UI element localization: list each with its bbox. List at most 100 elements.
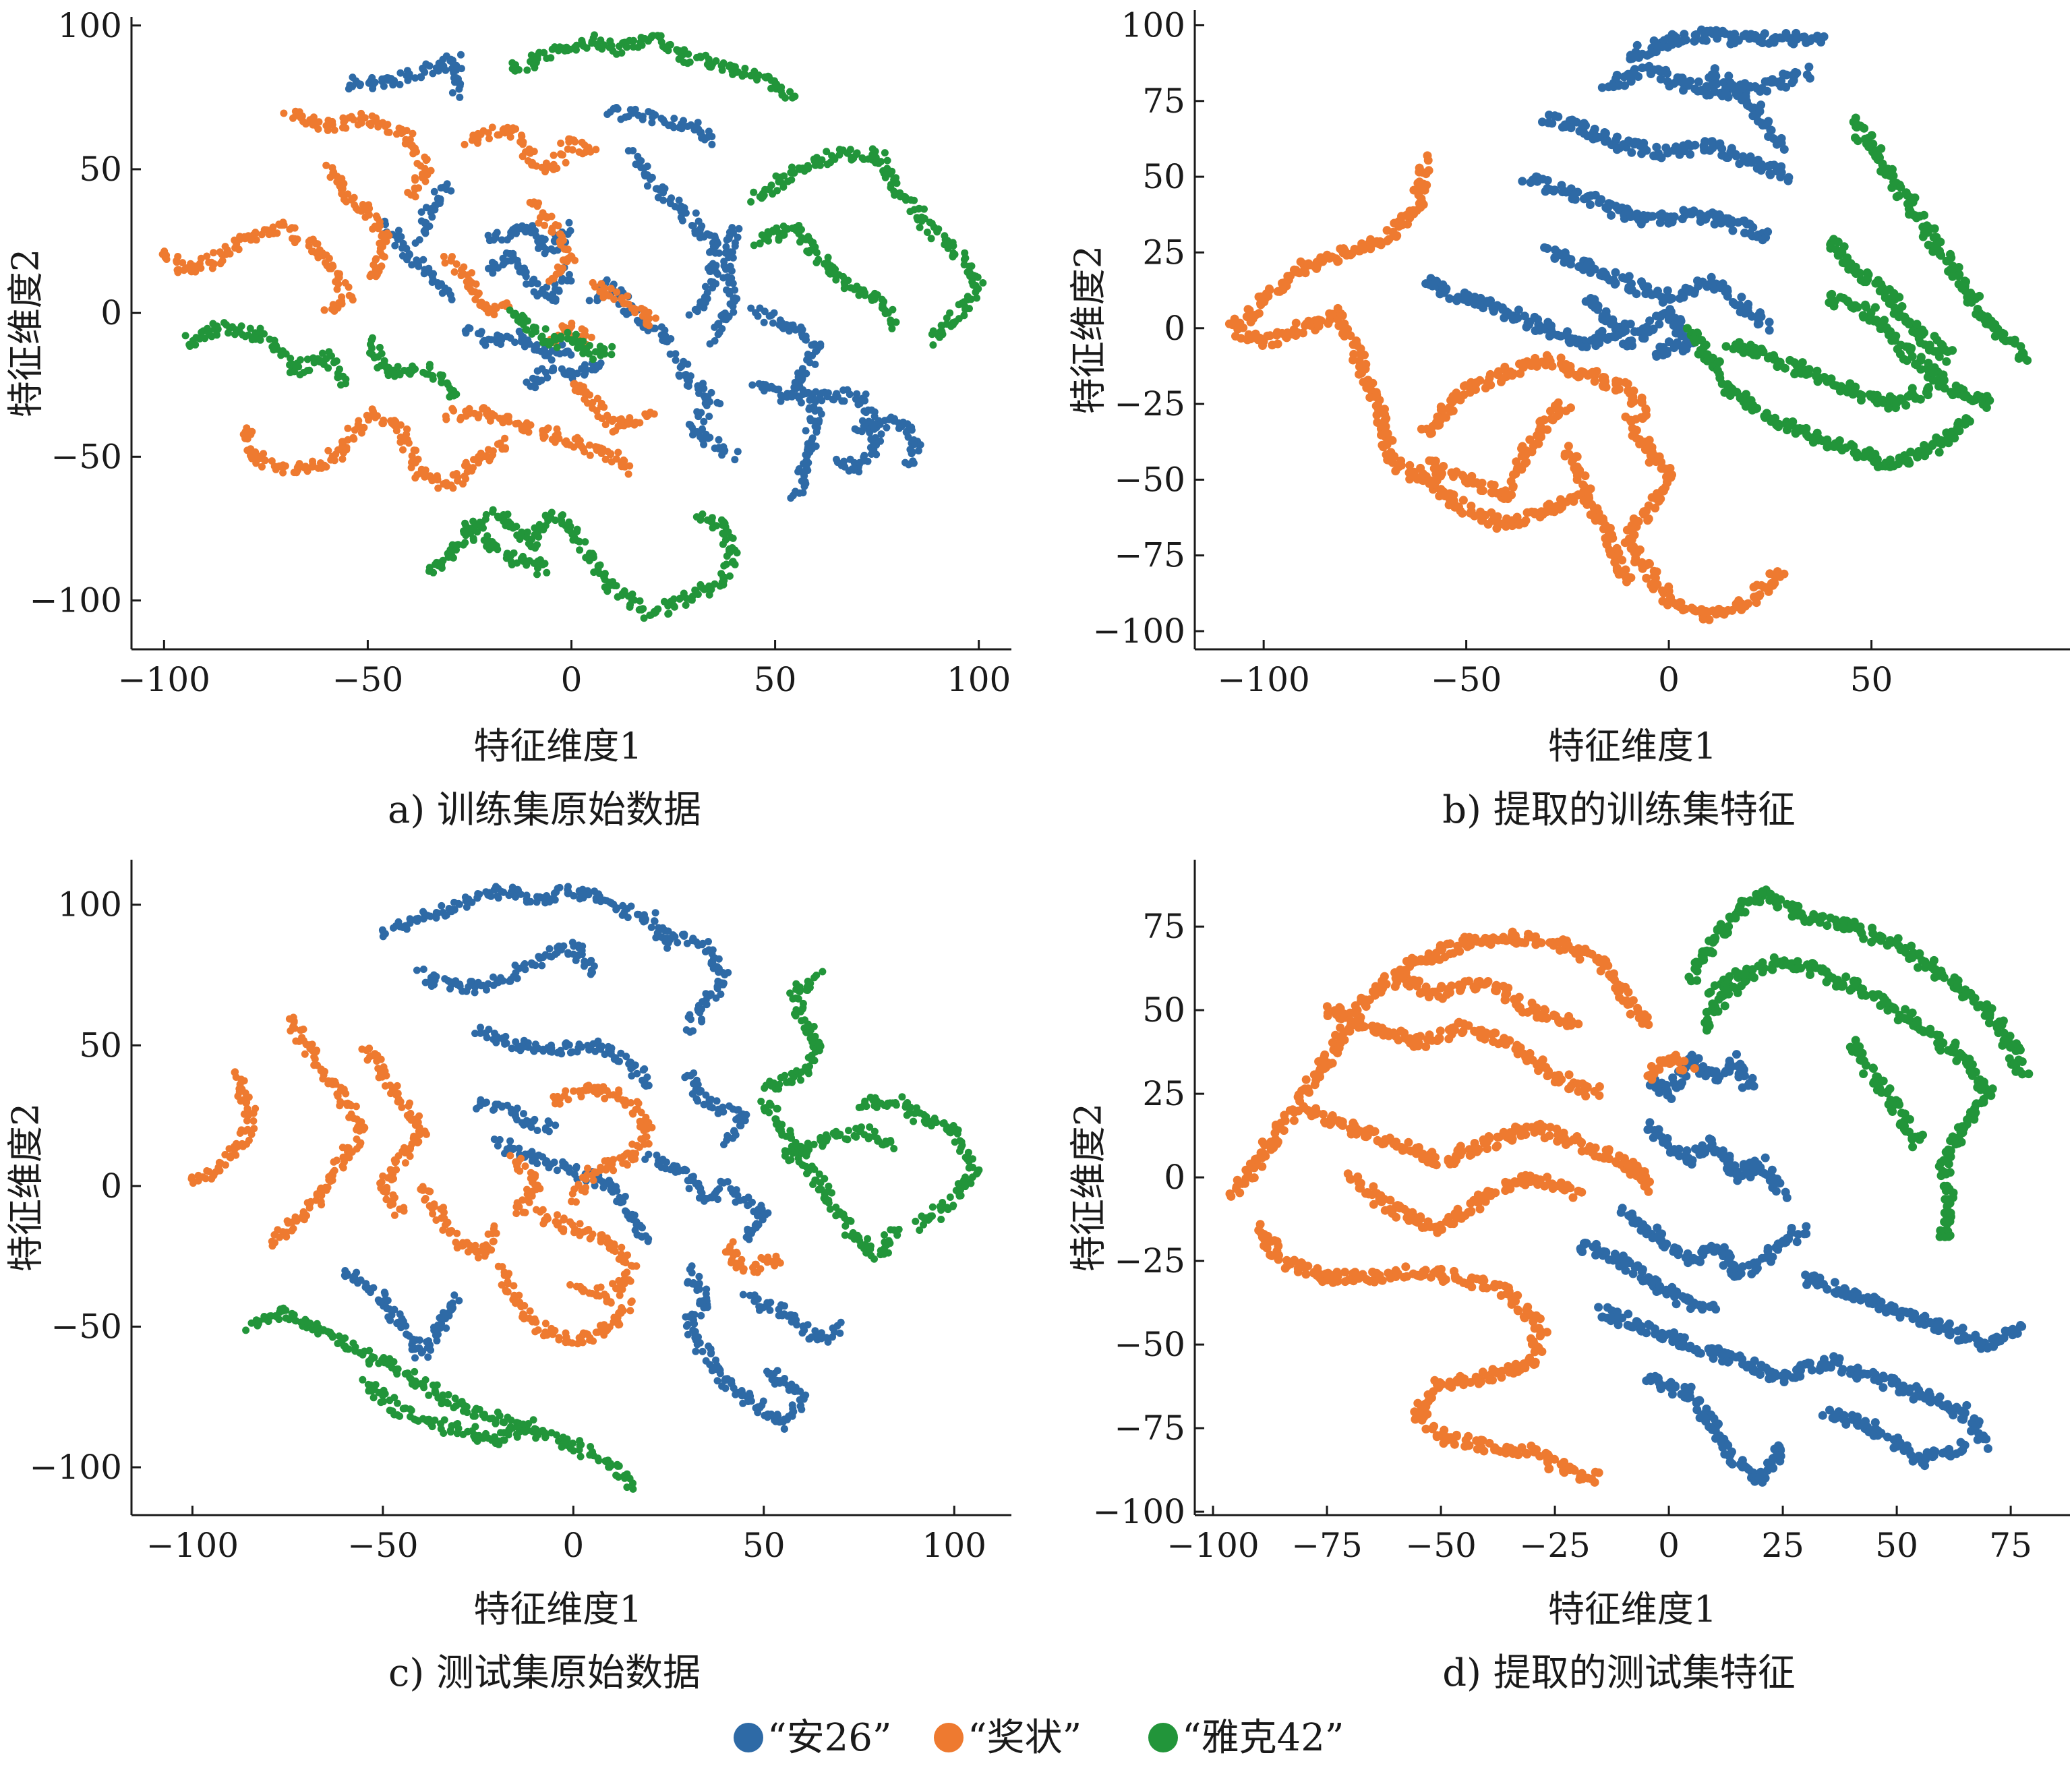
scatter-point-yak42 <box>773 187 781 195</box>
scatter-point-jiangzhuang <box>367 119 375 127</box>
scatter-point-an26 <box>576 895 584 903</box>
scatter-point-an26 <box>799 390 807 398</box>
scatter-point-yak42 <box>1862 274 1872 283</box>
scatter-point-yak42 <box>626 603 634 611</box>
scatter-point-an26 <box>426 912 434 920</box>
scatter-point-jiangzhuang <box>586 451 594 459</box>
scatter-point-yak42 <box>1683 324 1692 333</box>
scatter-point-jiangzhuang <box>1582 500 1592 509</box>
scatter-point-jiangzhuang <box>1520 519 1529 528</box>
scatter-point-jiangzhuang <box>407 464 415 471</box>
scatter-point-an26 <box>790 384 798 391</box>
scatter-point-jiangzhuang <box>1483 520 1493 529</box>
y-tick-label: 100 <box>58 6 122 45</box>
scatter-point-an26 <box>1596 196 1605 205</box>
scatter-point-jiangzhuang <box>1637 558 1647 567</box>
scatter-point-an26 <box>558 277 566 285</box>
scatter-point-an26 <box>694 411 703 419</box>
scatter-point-an26 <box>802 336 809 344</box>
scatter-point-an26 <box>523 891 531 899</box>
scatter-point-an26 <box>706 248 713 256</box>
scatter-point-yak42 <box>411 365 419 373</box>
scatter-point-yak42 <box>446 384 454 392</box>
scatter-point-an26 <box>1622 274 1631 283</box>
scatter-point-an26 <box>585 891 593 899</box>
scatter-point-jiangzhuang <box>607 285 615 293</box>
scatter-point-an26 <box>1760 29 1769 38</box>
scatter-point-an26 <box>1779 145 1789 154</box>
scatter-point-yak42 <box>425 361 434 369</box>
y-tick-label: −100 <box>30 581 122 620</box>
scatter-point-jiangzhuang <box>564 256 572 264</box>
scatter-point-an26 <box>541 349 550 357</box>
scatter-point-an26 <box>858 417 866 425</box>
scatter-point-an26 <box>725 235 733 243</box>
scatter-point-jiangzhuang <box>1340 246 1350 256</box>
scatter-point-jiangzhuang <box>471 409 479 417</box>
scatter-point-jiangzhuang <box>1590 512 1599 522</box>
scatter-point-an26 <box>441 975 449 983</box>
scatter-point-jiangzhuang <box>421 177 430 185</box>
scatter-point-an26 <box>670 115 678 123</box>
scatter-point-yak42 <box>927 235 935 243</box>
scatter-point-yak42 <box>843 149 852 157</box>
scatter-point-an26 <box>1777 168 1786 177</box>
scatter-point-yak42 <box>191 341 200 349</box>
scatter-point-jiangzhuang <box>603 411 612 419</box>
scatter-point-jiangzhuang <box>1458 508 1467 518</box>
scatter-point-an26 <box>434 67 442 75</box>
scatter-point-yak42 <box>961 303 969 311</box>
scatter-point-an26 <box>430 187 438 196</box>
scatter-point-an26 <box>869 447 877 454</box>
scatter-point-yak42 <box>974 273 982 281</box>
scatter-point-an26 <box>391 241 399 249</box>
scatter-point-an26 <box>1652 312 1661 321</box>
scatter-point-jiangzhuang <box>605 292 614 300</box>
scatter-point-an26 <box>850 465 858 473</box>
scatter-point-jiangzhuang <box>360 423 368 432</box>
scatter-point-jiangzhuang <box>1703 608 1712 617</box>
scatter-point-yak42 <box>618 591 626 599</box>
scatter-point-an26 <box>1611 136 1620 145</box>
scatter-point-jiangzhuang <box>1705 615 1714 624</box>
scatter-point-an26 <box>357 80 364 88</box>
scatter-point-yak42 <box>612 50 620 58</box>
scatter-point-yak42 <box>1780 363 1789 373</box>
scatter-point-yak42 <box>804 162 812 170</box>
scatter-point-jiangzhuang <box>461 140 469 148</box>
scatter-point-an26 <box>1737 293 1746 302</box>
scatter-point-jiangzhuang <box>1622 577 1631 587</box>
scatter-point-an26 <box>513 223 521 231</box>
scatter-point-jiangzhuang <box>324 126 332 134</box>
scatter-point-jiangzhuang <box>636 419 644 427</box>
scatter-point-an26 <box>1686 76 1695 86</box>
scatter-point-an26 <box>728 301 736 309</box>
scatter-point-jiangzhuang <box>1543 425 1552 434</box>
scatter-point-an26 <box>840 457 848 465</box>
scatter-point-an26 <box>840 397 848 405</box>
scatter-point-an26 <box>1746 152 1755 161</box>
scatter-point-jiangzhuang <box>488 123 496 131</box>
scatter-point-yak42 <box>1903 456 1913 465</box>
scatter-point-yak42 <box>654 605 662 613</box>
scatter-point-an26 <box>651 111 659 119</box>
scatter-point-an26 <box>796 489 804 497</box>
scatter-point-yak42 <box>585 557 593 564</box>
scatter-point-jiangzhuang <box>412 446 420 454</box>
scatter-point-an26 <box>647 175 654 183</box>
scatter-point-jiangzhuang <box>205 258 213 266</box>
scatter-point-an26 <box>421 219 429 227</box>
scatter-point-yak42 <box>626 36 634 45</box>
scatter-point-an26 <box>706 340 714 348</box>
scatter-point-an26 <box>735 225 743 233</box>
scatter-point-an26 <box>624 914 632 922</box>
scatter-point-yak42 <box>1918 232 1928 241</box>
scatter-point-jiangzhuang <box>1539 415 1549 425</box>
scatter-point-jiangzhuang <box>309 113 318 121</box>
scatter-point-an26 <box>1561 252 1570 261</box>
scatter-point-yak42 <box>1887 336 1897 345</box>
scatter-point-jiangzhuang <box>575 148 583 156</box>
scatter-point-an26 <box>659 116 667 124</box>
scatter-point-yak42 <box>524 317 531 325</box>
scatter-point-an26 <box>666 196 674 204</box>
